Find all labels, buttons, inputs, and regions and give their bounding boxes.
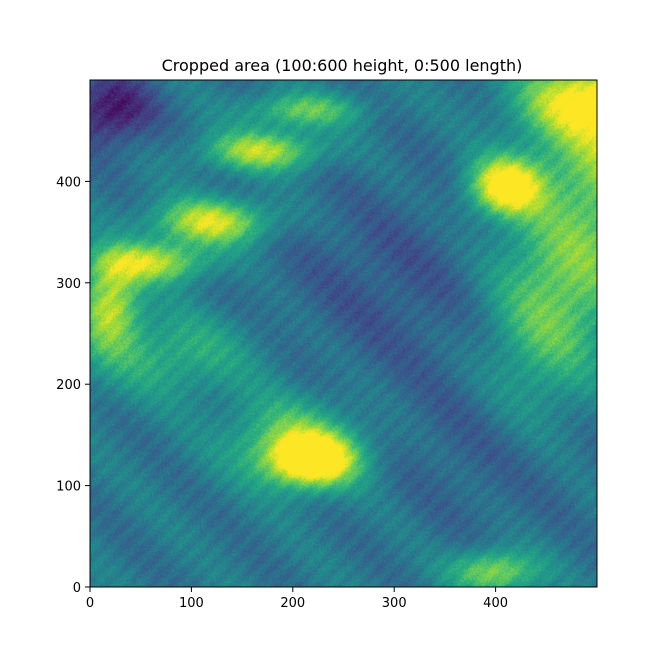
- x-tick-label: 0: [86, 596, 94, 611]
- plot-frame: [89, 79, 598, 588]
- y-tick-label: 300: [56, 277, 81, 292]
- y-tick-label: 100: [56, 480, 81, 495]
- x-tick-label: 400: [483, 596, 508, 611]
- x-axis: 0 100 200 300 400: [86, 587, 508, 611]
- chart-title: Cropped area (100:600 height, 0:500 leng…: [162, 56, 523, 75]
- y-tick-label: 0: [73, 581, 81, 596]
- y-tick-label: 200: [56, 378, 81, 393]
- heatmap-image-container: [90, 80, 597, 587]
- x-tick-label: 100: [179, 596, 204, 611]
- y-tick-label: 400: [56, 175, 81, 190]
- x-tick-label: 300: [382, 596, 407, 611]
- y-axis: 0 100 200 300 400: [56, 175, 90, 596]
- heatmap-image: [90, 80, 597, 587]
- x-tick-label: 200: [280, 596, 305, 611]
